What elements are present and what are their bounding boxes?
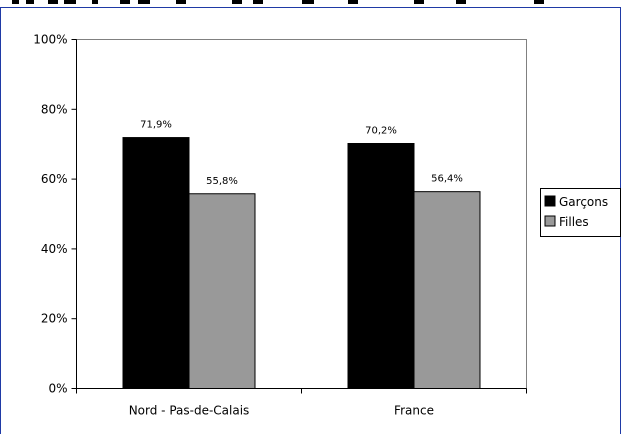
legend-swatch xyxy=(544,195,556,207)
legend-swatch xyxy=(544,215,556,227)
x-category-label: France xyxy=(394,404,434,418)
y-tick-label: 20% xyxy=(41,312,68,326)
data-label: 71,9% xyxy=(140,120,172,131)
data-labels: 71,9% 55,8% 70,2% 56,4% xyxy=(140,120,463,187)
legend-label: Garçons xyxy=(559,195,608,209)
data-label: 70,2% xyxy=(365,126,397,137)
bars xyxy=(122,137,481,389)
bar-garcons xyxy=(122,137,190,389)
bar-garcons xyxy=(347,143,415,389)
y-tick-label: 40% xyxy=(41,242,68,256)
cropped-title-strip xyxy=(0,0,621,6)
data-label: 56,4% xyxy=(431,174,463,185)
axes: 0% 20% 40% 60% 80% 100% Nord - Pas-de-Calais Fr… xyxy=(33,33,527,418)
legend: Garçons Filles xyxy=(540,188,621,237)
y-tick-label: 100% xyxy=(33,33,67,47)
bar-filles xyxy=(413,191,481,389)
bar-filles xyxy=(188,193,256,389)
legend-label: Filles xyxy=(559,215,589,229)
x-category-label: Nord - Pas-de-Calais xyxy=(129,404,250,418)
data-label: 55,8% xyxy=(206,176,238,187)
y-tick-label: 80% xyxy=(41,102,68,116)
y-tick-label: 0% xyxy=(48,382,67,396)
y-tick-label: 60% xyxy=(41,172,68,186)
